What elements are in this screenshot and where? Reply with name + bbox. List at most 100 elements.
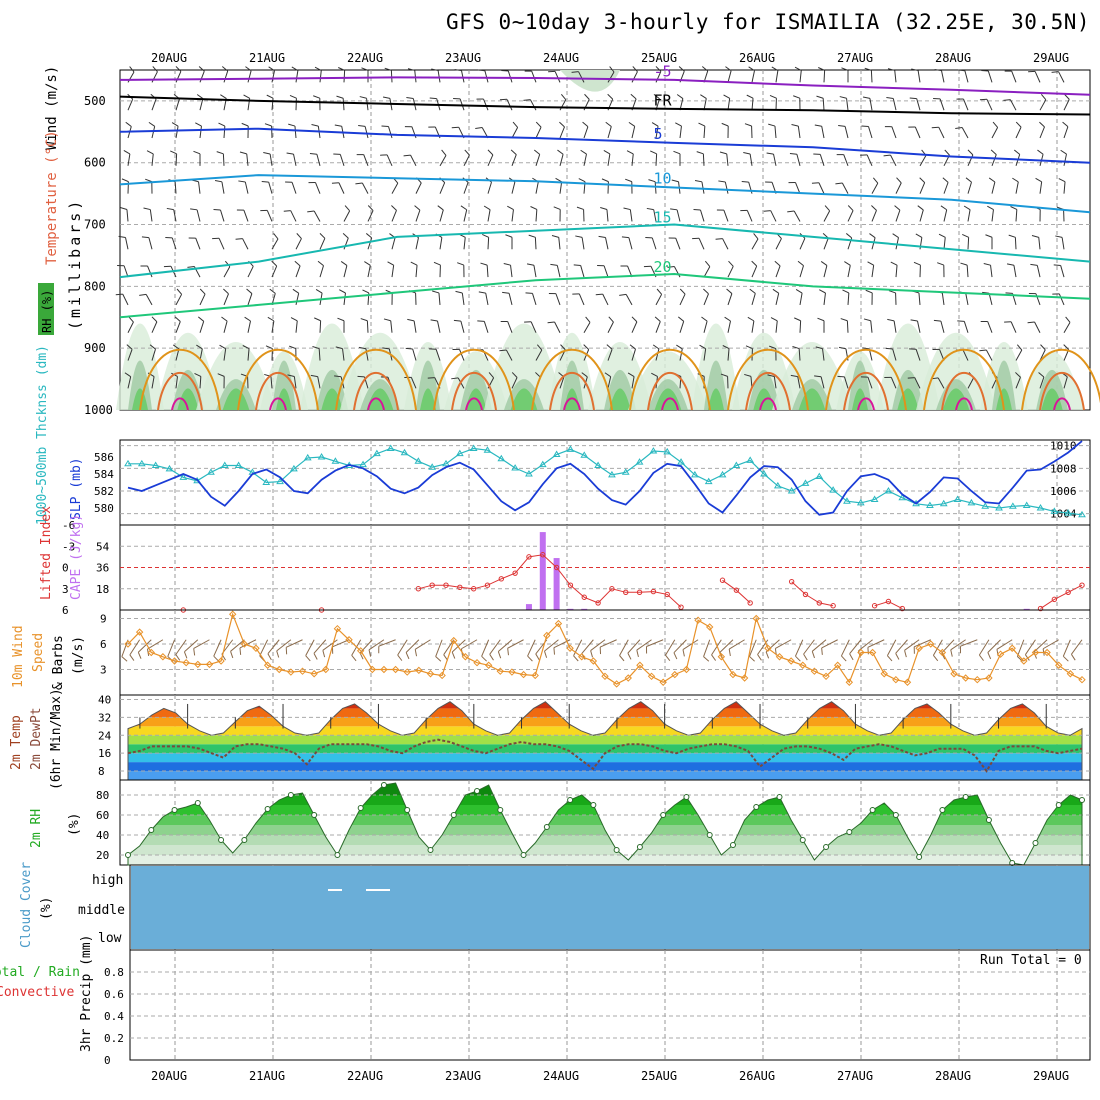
thickness-point xyxy=(317,453,326,460)
wind-barb-flag xyxy=(656,288,663,295)
thickness-point xyxy=(220,461,229,468)
wind-barb xyxy=(967,377,975,389)
wind-barb xyxy=(295,265,301,278)
wind-barb-flag xyxy=(629,344,636,350)
wind-barb xyxy=(775,293,780,306)
precip-tick-label: 0.8 xyxy=(104,966,124,979)
wind-speed-point xyxy=(473,658,481,667)
surface-wind-barb xyxy=(904,639,920,651)
wind-barb xyxy=(847,292,850,305)
wind-barb xyxy=(941,70,945,83)
wind-barb-flag xyxy=(187,265,195,268)
wind-barb xyxy=(174,181,177,194)
surface-wind-barb-flag xyxy=(1062,655,1069,662)
surface-wind-barb xyxy=(507,639,524,649)
wind-barb-flag xyxy=(630,93,637,100)
wind-barb-flag xyxy=(406,96,414,99)
wind-barb xyxy=(364,126,369,139)
wind-barb-flag xyxy=(288,123,296,127)
date-label-top: 28AUG xyxy=(935,51,971,65)
temp-axis-label-b: 2m DewPt xyxy=(29,707,44,770)
isotherm-25 xyxy=(727,348,809,411)
rh-shading xyxy=(340,332,420,410)
surface-wind-barb xyxy=(397,639,408,656)
temp-panel: 8 16 24 32 40 2m Temp 2m DewPt (6hr Min/Max) xyxy=(9,688,1091,790)
wind-barb xyxy=(967,209,971,222)
wind-barb-flag xyxy=(721,122,729,127)
surface-wind-barb-flag xyxy=(481,655,487,662)
surface-wind-barb-flag xyxy=(1024,654,1030,661)
wind-barb-flag xyxy=(342,232,349,239)
wind-barb-flag xyxy=(1006,263,1015,266)
surface-wind-barb-flag xyxy=(397,654,403,661)
pressure-tick-label: 600 xyxy=(84,156,106,170)
wind-barb-flag xyxy=(1051,71,1059,73)
rh-shading-high xyxy=(996,388,1012,410)
pressure-tick-label: 1000 xyxy=(84,403,113,417)
wind-barb-flag xyxy=(383,318,391,322)
wind-speed-point xyxy=(740,674,749,682)
wind-barb-flag xyxy=(129,66,135,73)
surface-wind-barb xyxy=(285,639,303,648)
wind-barb xyxy=(198,181,201,194)
rh-point xyxy=(846,829,853,835)
rh-point xyxy=(962,794,969,800)
wind-barb-flag xyxy=(621,236,629,239)
wind-speed-point xyxy=(194,660,202,669)
wind-speed-point xyxy=(124,640,132,648)
wind-barb xyxy=(938,126,945,139)
wind-barb-flag xyxy=(696,151,704,155)
wind-barb xyxy=(439,237,443,250)
wind-barb xyxy=(937,377,945,389)
wind-barb-flag xyxy=(359,96,367,99)
wind-barb xyxy=(727,266,734,278)
wind-barb xyxy=(294,126,297,139)
wind-barb xyxy=(439,209,444,222)
wind-barb xyxy=(655,294,663,306)
wind-barb xyxy=(726,153,729,166)
isotherm-25 xyxy=(433,348,515,411)
wind-barb xyxy=(295,320,298,333)
thickness-point xyxy=(414,457,423,464)
thickness-point xyxy=(594,461,602,468)
wind-barb-flag xyxy=(296,233,302,239)
wind-barb-flag xyxy=(838,124,846,127)
wind-barb xyxy=(173,209,177,222)
wind-speed-point xyxy=(368,665,377,674)
wind-barb xyxy=(533,265,537,278)
wind-barb-flag xyxy=(309,152,317,155)
wind-barb xyxy=(487,237,490,250)
wind-barb xyxy=(242,238,249,250)
wind-barb xyxy=(145,294,153,306)
wind-barb xyxy=(199,70,205,83)
wind-barb-flag xyxy=(1064,93,1070,100)
wind-barb-flag xyxy=(387,261,394,266)
wind-barb xyxy=(823,265,828,278)
precip-panel: 0 0.2 0.4 0.6 0.8 Run Total = 0 Total / Rain Co… xyxy=(0,935,1091,1067)
wind-barb-flag xyxy=(575,235,583,238)
wind-barb-flag xyxy=(294,260,301,267)
thickness-point xyxy=(359,460,367,468)
thickness-point xyxy=(276,477,284,485)
wind-speed-point xyxy=(810,667,819,675)
surface-wind-barb xyxy=(703,639,711,657)
wind-barb xyxy=(223,266,231,278)
rh-tick-label: 20 xyxy=(96,849,109,862)
wind-speed-point xyxy=(938,648,947,657)
wind-barb-flag xyxy=(1038,372,1045,378)
li-point xyxy=(1065,589,1071,595)
wind-barb xyxy=(486,265,489,278)
wind-speed-point xyxy=(880,670,888,678)
thickness-point xyxy=(290,464,298,472)
wind-barb-flag xyxy=(585,316,591,323)
surface-wind-barb xyxy=(405,639,420,653)
wind-barb-flag xyxy=(128,316,134,323)
wind-barb xyxy=(653,209,657,222)
wind-barb xyxy=(775,238,782,250)
thickness-tick-label: 580 xyxy=(94,502,114,515)
wind-barb-flag xyxy=(454,69,462,72)
surface-wind-barb xyxy=(849,639,862,655)
wind-barb xyxy=(799,70,802,83)
wind-barb-flag xyxy=(535,121,542,128)
thickness-point xyxy=(262,478,271,485)
